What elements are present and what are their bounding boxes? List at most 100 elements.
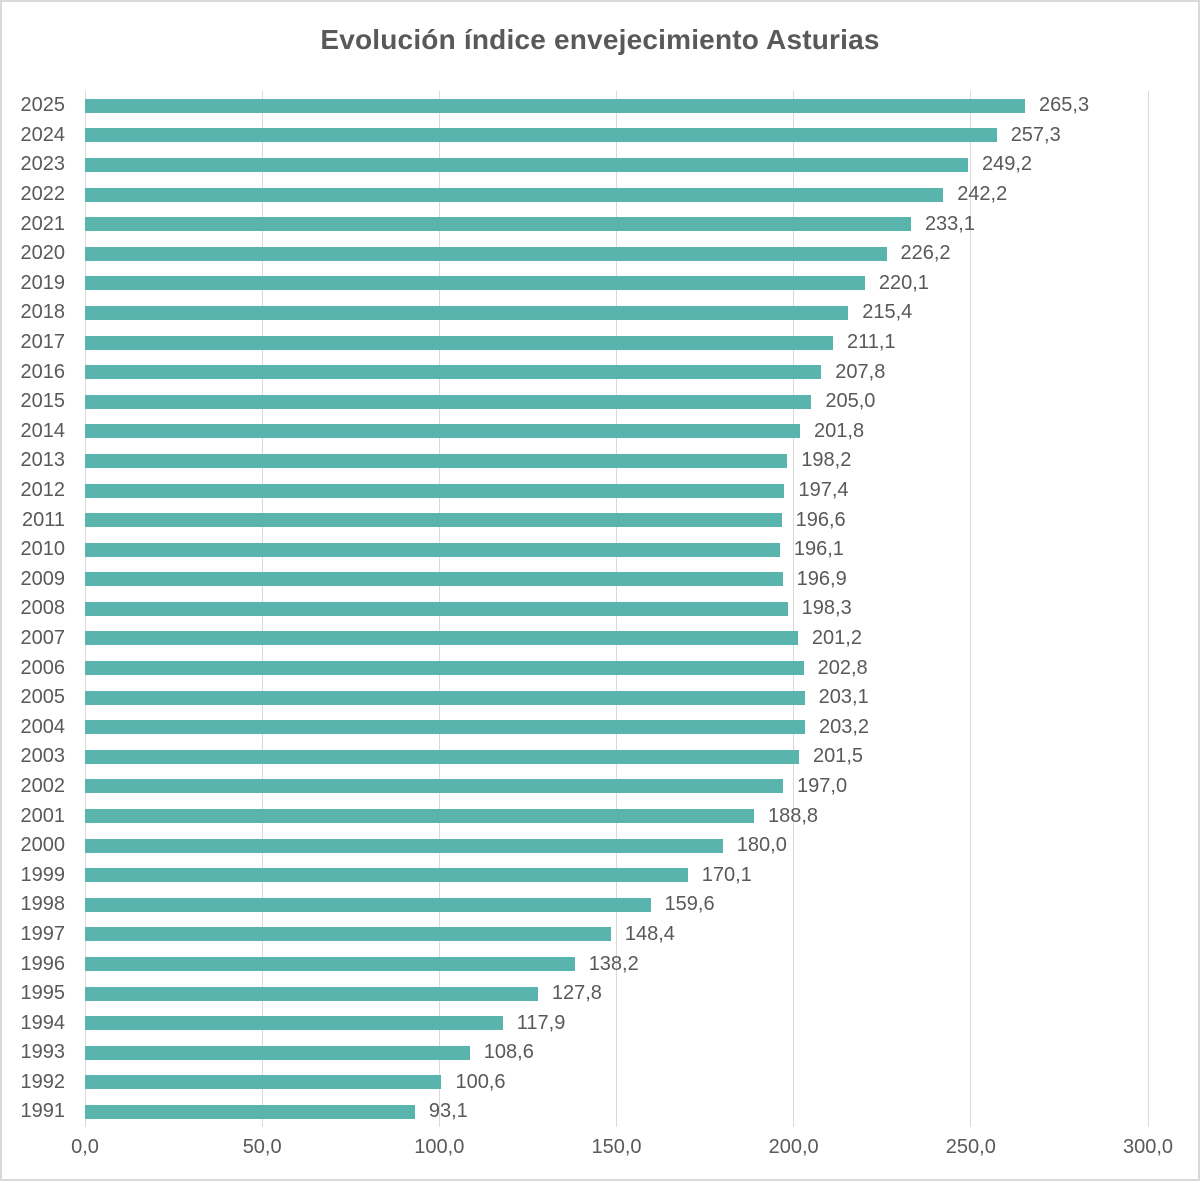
bar (85, 246, 887, 261)
x-tick-label: 150,0 (591, 1136, 642, 1158)
year-label: 1995 (20, 982, 66, 1005)
bar (85, 483, 785, 498)
value-label: 197,4 (798, 479, 849, 502)
x-tick-label: 0,0 (71, 1136, 99, 1158)
bar (85, 365, 822, 380)
bar-row: 2015 205,0 (0, 387, 1200, 417)
bar (85, 128, 997, 143)
year-label: 2006 (20, 656, 66, 679)
bar-row: 2006 202,8 (0, 653, 1200, 683)
year-label: 2007 (20, 626, 66, 649)
bar (85, 572, 783, 587)
bar-row: 1991 93,1 (0, 1097, 1200, 1127)
bar (85, 157, 968, 172)
year-label: 2025 (20, 94, 66, 117)
value-label: 203,1 (818, 686, 869, 709)
bar-row: 2003 201,5 (0, 742, 1200, 772)
x-tick-label: 250,0 (945, 1136, 996, 1158)
bar-row: 2018 215,4 (0, 298, 1200, 328)
value-label: 170,1 (701, 863, 752, 886)
year-label: 2005 (20, 686, 66, 709)
value-label: 188,8 (767, 804, 819, 827)
bar-row: 2019 220,1 (0, 269, 1200, 299)
bar (85, 513, 782, 528)
value-label: 257,3 (1010, 123, 1061, 146)
bar-row: 2023 249,2 (0, 150, 1200, 180)
chart-title: Evolución índice envejecimiento Asturias (320, 24, 880, 55)
year-label: 2016 (20, 360, 66, 383)
x-tick-label: 200,0 (768, 1136, 819, 1158)
value-label: 207,8 (835, 360, 886, 383)
bar (85, 1075, 442, 1090)
year-label: 2014 (20, 419, 66, 442)
bar-row: 1998 159,6 (0, 890, 1200, 920)
value-label: 127,8 (551, 982, 602, 1005)
bar (85, 542, 780, 557)
bar-row: 1992 100,6 (0, 1068, 1200, 1098)
bar-row: 2008 198,3 (0, 594, 1200, 624)
bar-row: 2009 196,9 (0, 565, 1200, 595)
bar-row: 2022 242,2 (0, 180, 1200, 210)
year-label: 1991 (20, 1100, 66, 1123)
value-label: 117,9 (516, 1011, 566, 1034)
bar-row: 1995 127,8 (0, 979, 1200, 1009)
bar-row: 2014 201,8 (0, 417, 1200, 447)
bar (85, 335, 833, 350)
x-axis: 0,0 50,0 100,0 150,0 200,0 250,0 300,0 (0, 1136, 1200, 1164)
value-label: 198,3 (801, 597, 852, 620)
x-tick-label: 300,0 (1122, 1136, 1174, 1158)
year-label: 2009 (20, 567, 66, 590)
bar-row: 2020 226,2 (0, 239, 1200, 269)
value-label: 201,8 (814, 419, 865, 442)
bar (85, 661, 804, 676)
bar (85, 779, 784, 794)
bar (85, 217, 911, 232)
value-label: 196,1 (793, 538, 844, 561)
year-label: 2024 (20, 123, 66, 146)
value-label: 201,5 (812, 745, 864, 768)
bar (85, 927, 611, 942)
gridline (970, 91, 972, 1127)
value-label: 159,6 (664, 893, 715, 916)
bar (85, 631, 798, 646)
bar (85, 868, 688, 883)
year-label: 2013 (20, 449, 66, 472)
x-tick-label: 100,0 (414, 1136, 465, 1158)
value-label: 202,8 (817, 656, 868, 679)
year-label: 1994 (20, 1011, 66, 1034)
bar (85, 897, 651, 912)
value-label: 201,2 (811, 626, 862, 649)
bar-row: 2000 180,0 (0, 831, 1200, 861)
year-label: 2020 (20, 242, 66, 265)
year-label: 2012 (20, 479, 66, 502)
year-label: 2004 (20, 715, 66, 738)
year-label: 1992 (20, 1070, 66, 1093)
bar (85, 986, 538, 1001)
bar (85, 276, 865, 291)
bar-row: 2013 198,2 (0, 446, 1200, 476)
bars-layer: 2025 265,3 2024 257,3 2023 249,2 2022 242,2 2021… (0, 91, 1200, 1127)
year-label: 2010 (20, 538, 66, 561)
bar-row: 2002 197,0 (0, 772, 1200, 802)
bar (85, 601, 788, 616)
year-label: 2017 (20, 331, 66, 354)
year-label: 2022 (20, 183, 66, 206)
bar (85, 809, 754, 824)
bar-row: 1997 148,4 (0, 920, 1200, 950)
bar (85, 305, 849, 320)
year-label: 2019 (20, 271, 66, 294)
year-label: 2023 (20, 153, 66, 176)
bar-row: 1996 138,2 (0, 949, 1200, 979)
bar-row: 2010 196,1 (0, 535, 1200, 565)
year-label: 2001 (20, 804, 66, 827)
value-label: 265,3 (1039, 94, 1090, 117)
value-label: 233,1 (924, 212, 975, 235)
bar-row: 2021 233,1 (0, 209, 1200, 239)
value-label: 197,0 (797, 774, 848, 797)
gridline (793, 91, 795, 1127)
value-label: 196,9 (796, 567, 847, 590)
value-label: 249,2 (981, 153, 1033, 176)
year-label: 2000 (20, 834, 66, 857)
value-label: 196,6 (795, 508, 846, 531)
